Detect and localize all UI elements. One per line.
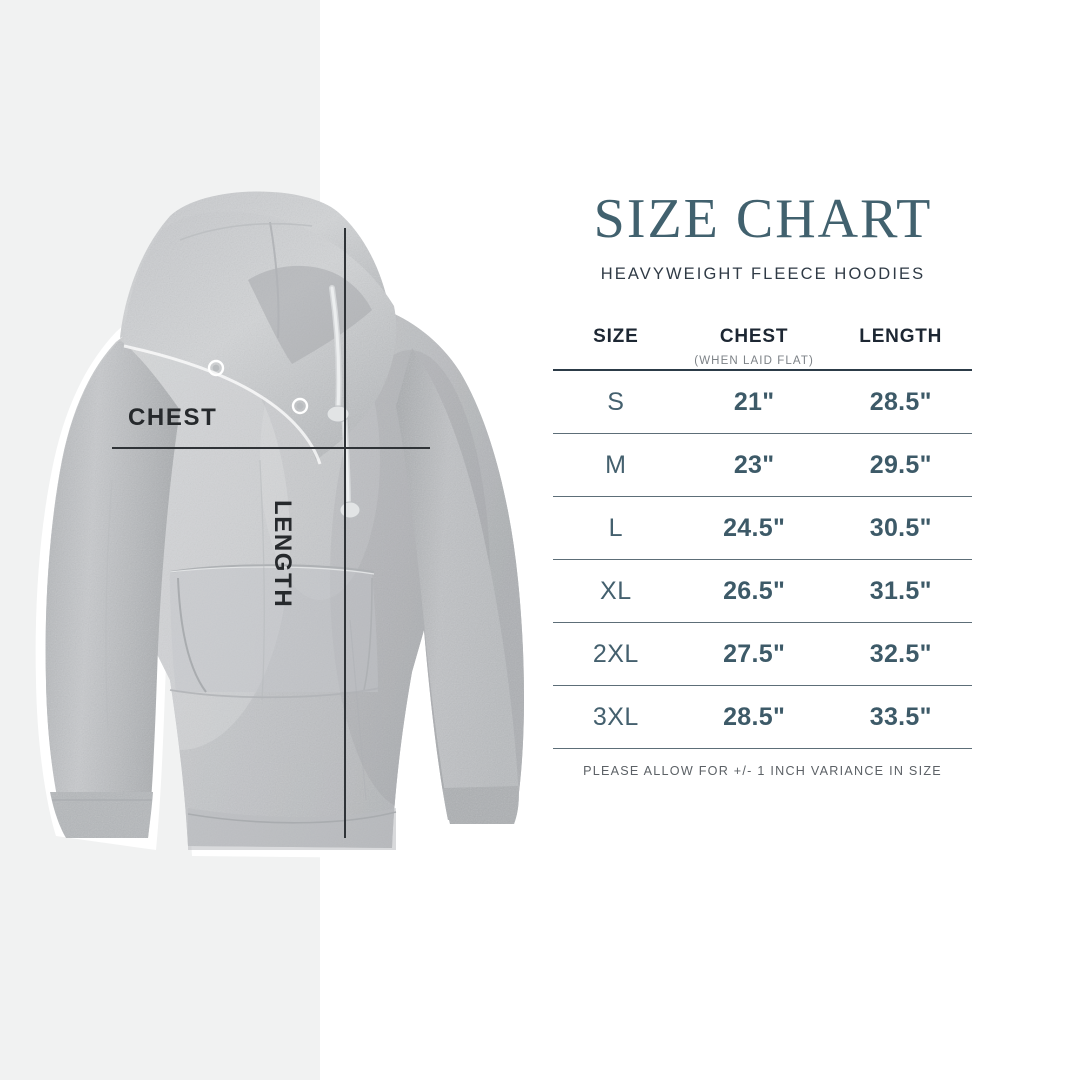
table-header-row: SIZE CHEST (WHEN LAID FLAT) LENGTH [553,326,972,369]
chest-measure-line [112,447,430,449]
cell-chest: 27.5" [678,622,830,686]
cell-chest: 23" [678,433,830,497]
hoodie-product-image [20,160,540,880]
cell-size: XL [553,559,679,623]
column-header-chest-label: CHEST [719,325,789,347]
column-header-length: LENGTH [859,325,943,347]
table-row: M 23" 29.5" [553,433,972,497]
table-row: 3XL 28.5" 33.5" [553,685,972,749]
cell-chest: 21" [678,369,830,434]
size-chart-panel: SIZE CHART HEAVYWEIGHT FLEECE HOODIES SI… [553,190,973,778]
cell-length: 31.5" [829,559,972,623]
cell-length: 30.5" [829,496,972,560]
variance-note: PLEASE ALLOW FOR +/- 1 INCH VARIANCE IN … [583,763,942,778]
size-chart-table: SIZE CHEST (WHEN LAID FLAT) LENGTH S 21"… [553,326,972,749]
chest-measure-label: CHEST [128,404,218,431]
table-row: S 21" 28.5" [553,369,972,434]
cell-chest: 26.5" [678,559,830,623]
cell-chest: 28.5" [678,685,830,749]
chart-title: SIZE CHART [593,188,933,250]
column-header-chest: CHEST (WHEN LAID FLAT) [679,326,830,369]
chart-subtitle: HEAVYWEIGHT FLEECE HOODIES [600,264,926,283]
cell-length: 29.5" [829,433,972,497]
cell-length: 32.5" [829,622,972,686]
length-measure-label: LENGTH [269,500,296,609]
cell-size: L [553,496,679,560]
cell-size: S [553,369,679,434]
cell-length: 28.5" [829,369,972,434]
cell-size: 3XL [553,685,679,749]
laid-flat-note: (WHEN LAID FLAT) [694,354,814,367]
cell-chest: 24.5" [678,496,830,560]
table-row: 2XL 27.5" 32.5" [553,622,972,686]
cell-length: 33.5" [829,685,972,749]
length-measure-line [344,228,346,838]
table-row: L 24.5" 30.5" [553,496,972,560]
cell-size: 2XL [553,622,679,686]
column-header-size: SIZE [593,325,639,347]
table-row: XL 26.5" 31.5" [553,559,972,623]
cell-size: M [553,433,679,497]
